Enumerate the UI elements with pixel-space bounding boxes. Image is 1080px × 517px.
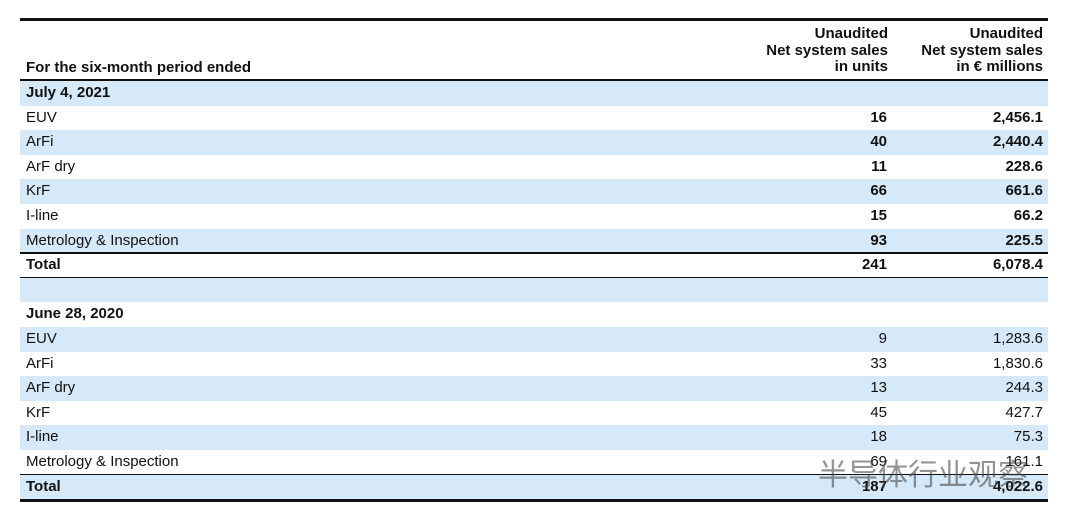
eur-cell: 6,078.4 <box>992 256 1043 274</box>
eur-cell: 244.3 <box>1005 379 1043 397</box>
units-cell: 13 <box>870 379 887 397</box>
units-cell: 9 <box>878 330 887 347</box>
header-label: Net system sales <box>766 41 888 59</box>
row-band <box>20 277 1048 303</box>
units-cell: 187 <box>861 477 887 495</box>
header-label: Net system sales <box>921 41 1043 59</box>
row-label: EUV <box>26 330 57 347</box>
eur-cell: 661.6 <box>1005 182 1043 200</box>
section-title: June 28, 2020 <box>26 305 124 323</box>
row-label: ArF dry <box>26 157 76 175</box>
row-band <box>20 474 1048 500</box>
row-label: Total <box>26 477 61 495</box>
rule <box>20 473 1048 476</box>
eur-cell: 2,456.1 <box>992 108 1043 126</box>
eur-cell: 427.7 <box>1005 403 1043 421</box>
rule <box>20 276 1048 278</box>
units-cell: 45 <box>870 403 887 421</box>
header-label: in units <box>834 58 888 75</box>
eur-cell: 2,440.4 <box>992 133 1043 151</box>
units-cell: 16 <box>870 108 887 126</box>
header-label: Unaudited <box>814 25 888 42</box>
row-label: Metrology & Inspection <box>26 453 179 470</box>
row-label: I-line <box>26 428 59 446</box>
row-label: EUV <box>26 108 57 126</box>
row-label: Metrology & Inspection <box>26 231 179 249</box>
header-label: in € millions <box>956 58 1043 75</box>
section-title: July 4, 2021 <box>26 84 111 101</box>
eur-cell: 4,022.6 <box>992 477 1043 495</box>
header-label: Unaudited <box>969 25 1043 42</box>
units-cell: 40 <box>870 133 887 151</box>
units-cell: 241 <box>861 256 887 274</box>
row-band <box>20 179 1048 204</box>
rule <box>20 18 1048 21</box>
row-label: KrF <box>26 182 51 200</box>
row-band <box>20 228 1048 254</box>
row-band <box>20 376 1048 401</box>
row-band <box>20 425 1048 450</box>
eur-cell: 225.5 <box>1005 231 1043 249</box>
rule <box>20 79 1048 81</box>
eur-cell: 1,283.6 <box>992 330 1043 347</box>
units-cell: 15 <box>870 207 887 224</box>
eur-cell: 75.3 <box>1013 428 1043 446</box>
eur-cell: 228.6 <box>1005 157 1043 175</box>
row-label: ArF dry <box>26 379 76 397</box>
units-cell: 11 <box>871 157 887 175</box>
row-label: KrF <box>26 403 51 421</box>
units-cell: 33 <box>870 354 887 372</box>
units-cell: 66 <box>870 182 887 200</box>
row-label: ArFi <box>26 354 54 372</box>
header-label: For the six-month period ended <box>26 59 252 76</box>
row-band <box>20 81 1048 106</box>
row-label: Total <box>26 256 61 274</box>
eur-cell: 161.1 <box>1005 453 1043 470</box>
row-band <box>20 130 1048 155</box>
eur-cell: 66.2 <box>1013 207 1043 224</box>
units-cell: 93 <box>870 231 887 249</box>
watermark: 半导体行业观察 <box>818 458 1028 493</box>
rule <box>20 499 1048 503</box>
row-label: I-line <box>26 207 59 224</box>
row-band <box>20 327 1048 352</box>
row-label: ArFi <box>26 133 54 151</box>
eur-cell: 1,830.6 <box>992 354 1043 372</box>
rule <box>20 252 1048 254</box>
units-cell: 18 <box>870 428 887 446</box>
units-cell: 69 <box>870 453 887 470</box>
